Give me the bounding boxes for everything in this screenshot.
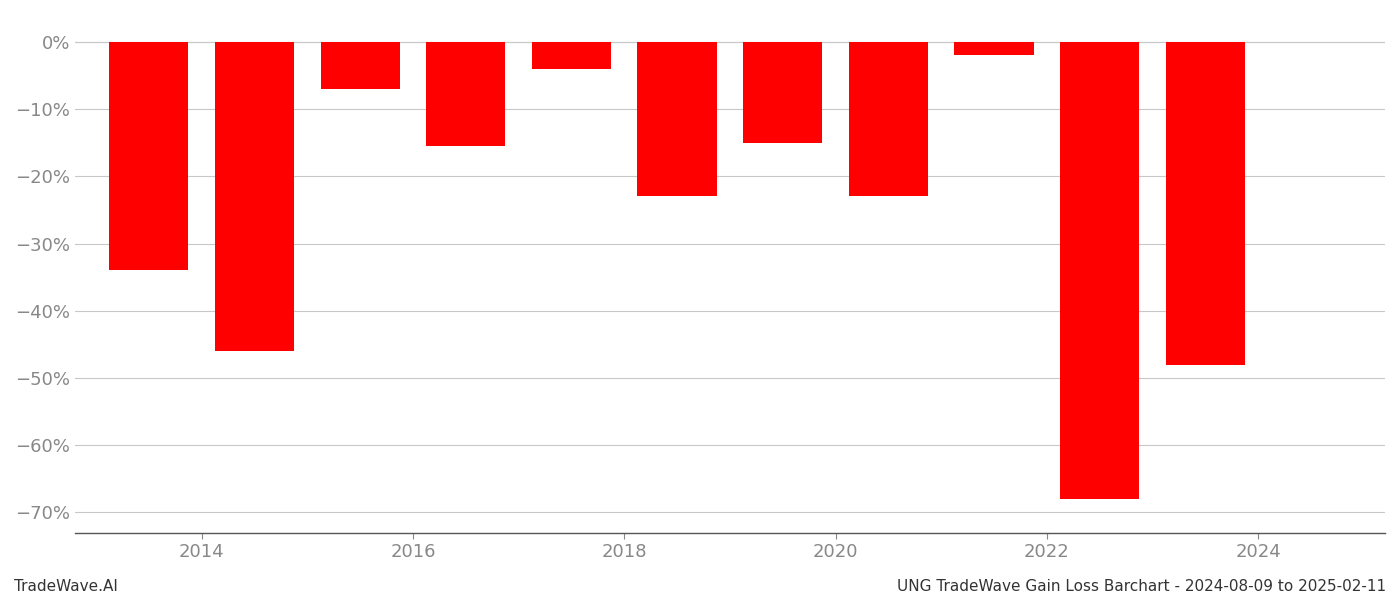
Bar xyxy=(1060,42,1140,499)
Bar xyxy=(214,42,294,351)
Bar xyxy=(1166,42,1245,365)
Bar xyxy=(109,42,189,271)
Bar xyxy=(743,42,822,143)
Bar xyxy=(955,42,1033,55)
Bar xyxy=(848,42,928,196)
Bar xyxy=(321,42,400,89)
Bar xyxy=(637,42,717,196)
Bar xyxy=(426,42,505,146)
Bar xyxy=(532,42,610,69)
Text: TradeWave.AI: TradeWave.AI xyxy=(14,579,118,594)
Text: UNG TradeWave Gain Loss Barchart - 2024-08-09 to 2025-02-11: UNG TradeWave Gain Loss Barchart - 2024-… xyxy=(897,579,1386,594)
